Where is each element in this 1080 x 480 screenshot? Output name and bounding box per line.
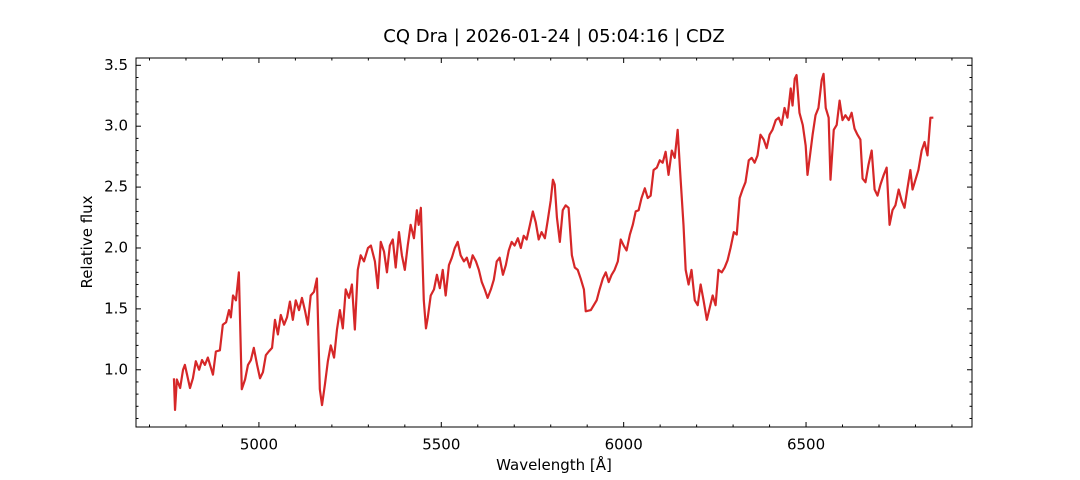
x-tick-label: 5000 bbox=[240, 436, 278, 454]
y-tick-label: 1.5 bbox=[104, 299, 128, 317]
x-tick-label: 6500 bbox=[787, 436, 825, 454]
x-tick-label: 5500 bbox=[422, 436, 460, 454]
spectrum-line bbox=[172, 72, 934, 412]
x-tick-label: 6000 bbox=[605, 436, 643, 454]
chart-title: CQ Dra | 2026-01-24 | 05:04:16 | CDZ bbox=[383, 26, 724, 47]
y-tick-label: 2.0 bbox=[104, 238, 128, 256]
plot-frame bbox=[135, 57, 973, 428]
x-axis-label: Wavelength [Å] bbox=[496, 455, 612, 474]
y-axis-label: Relative flux bbox=[78, 195, 96, 288]
y-tick-label: 3.5 bbox=[104, 56, 128, 74]
y-tick-label: 1.0 bbox=[104, 360, 128, 378]
y-tick-label: 2.5 bbox=[104, 178, 128, 196]
y-tick-label: 3.0 bbox=[104, 117, 128, 135]
